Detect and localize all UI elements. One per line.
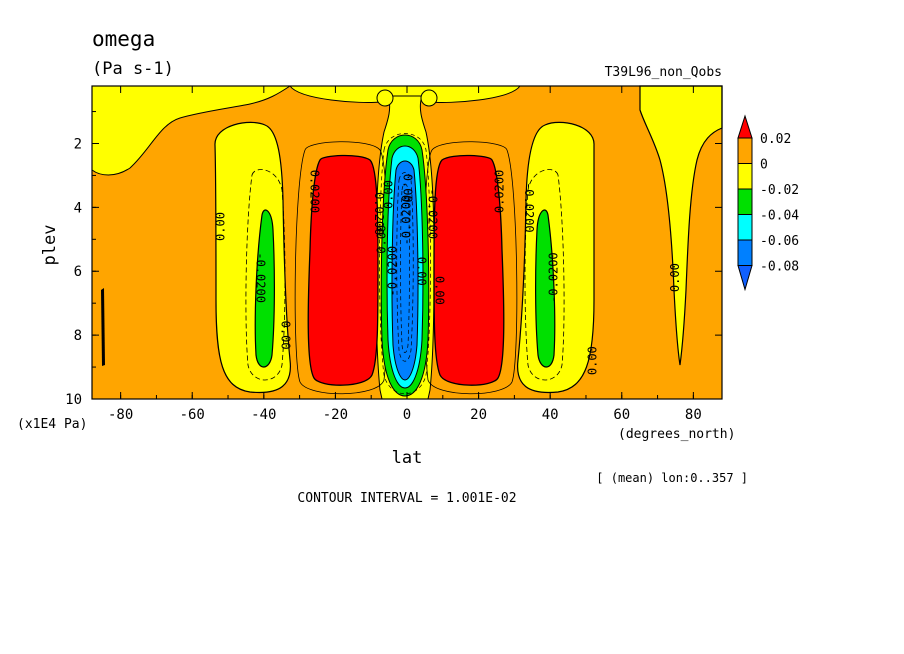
contour-label: 0.0200	[372, 192, 386, 235]
contour-label: -0.0200	[425, 188, 439, 239]
contour-interval: CONTOUR INTERVAL = 1.001E-02	[297, 491, 516, 506]
y-tick-label: 6	[74, 264, 82, 280]
x-tick-label: 20	[470, 407, 487, 423]
contour-label: 0.00	[586, 346, 600, 375]
y-tick-label: 2	[74, 136, 82, 152]
x-axis-units: (degrees_north)	[618, 427, 735, 442]
contour-label: -0.0200	[385, 246, 399, 297]
red-cell-north	[433, 154, 505, 386]
x-tick-label: -40	[251, 407, 276, 423]
contour-label: -0.0200	[546, 252, 560, 303]
chart-title: omega	[92, 27, 155, 51]
contour-label: -0.0200	[254, 252, 268, 303]
contour-label: 0.00	[213, 212, 227, 241]
dense-dashed-contours	[379, 133, 431, 395]
colorbar-label: 0.02	[760, 132, 791, 147]
plot-area	[91, 85, 723, 400]
x-axis-label: lat	[392, 448, 423, 468]
contour-label: -0.0200	[522, 182, 536, 233]
yellow-region-left	[214, 121, 292, 394]
blue-core-equator	[391, 160, 419, 381]
green-cell-south	[254, 209, 275, 368]
x-tick-label: 80	[685, 407, 702, 423]
colorbar-legend: 0.02 0 -0.02 -0.04 -0.06 -0.08	[737, 114, 799, 292]
x-tick-label: 40	[542, 407, 559, 423]
contour-label: 0.00	[279, 321, 293, 350]
y-axis-label: plev	[40, 225, 60, 266]
dashed-contour-north	[524, 169, 565, 381]
red-cell-south	[307, 154, 379, 386]
colorbar-swatch	[737, 214, 753, 241]
colorbar-label: -0.06	[760, 234, 799, 249]
y-tick-label: 8	[74, 328, 82, 344]
chart-units: (Pa s-1)	[92, 59, 174, 79]
dataset-label: T39L96_non_Qobs	[605, 65, 722, 80]
contour-label: 0.00	[382, 180, 396, 209]
x-tick-label: -20	[323, 407, 348, 423]
contour-label: -0.0200	[400, 195, 414, 246]
x-tick-label: -60	[180, 407, 205, 423]
y-tick-label: 10	[65, 392, 82, 408]
colorbar-swatch	[737, 137, 753, 164]
yellow-blob-left	[376, 89, 394, 107]
y-axis: 2 4 6 8 10	[65, 111, 722, 408]
colorbar-label: -0.02	[760, 183, 799, 198]
contour-label: 0.0200	[307, 170, 321, 213]
colorbar-label: -0.08	[760, 260, 799, 275]
contour-line-north	[423, 141, 518, 395]
contour-label: 0.00	[433, 276, 447, 305]
y-tick-label: 4	[74, 200, 82, 216]
colorbar-label: -0.04	[760, 209, 799, 224]
x-tick-label: 60	[613, 407, 630, 423]
colorbar-swatch	[737, 163, 753, 190]
colorbar-top-arrow	[737, 114, 753, 139]
contour-label: 0.0200	[493, 170, 507, 213]
yellow-blob-right	[420, 89, 438, 107]
contour-line-south	[294, 141, 389, 395]
contour-label: 0.00	[375, 225, 389, 254]
contour-label: 0.00	[415, 257, 429, 286]
colorbar-swatch	[737, 239, 753, 266]
contour-label: 0.00	[668, 263, 682, 292]
x-axis: -80 -60 -40 -20 0 20 40 60 80	[108, 86, 702, 423]
yellow-region-south-edge	[91, 85, 292, 176]
colorbar-bottom-arrow	[737, 265, 753, 292]
contour-label: 0.00	[400, 174, 414, 203]
dashed-contour-south	[245, 169, 286, 381]
x-tick-label: 0	[403, 407, 411, 423]
south-pole-contour	[101, 288, 105, 366]
colorbar-swatch	[737, 188, 753, 215]
footnote: [ (mean) lon:0..357 ]	[596, 471, 748, 485]
colorbar-label: 0	[760, 158, 768, 173]
y-axis-units: (x1E4 Pa)	[17, 417, 87, 432]
green-cell-north	[535, 209, 556, 368]
x-tick-label: -80	[108, 407, 133, 423]
yellow-region-north-pole	[639, 85, 723, 366]
